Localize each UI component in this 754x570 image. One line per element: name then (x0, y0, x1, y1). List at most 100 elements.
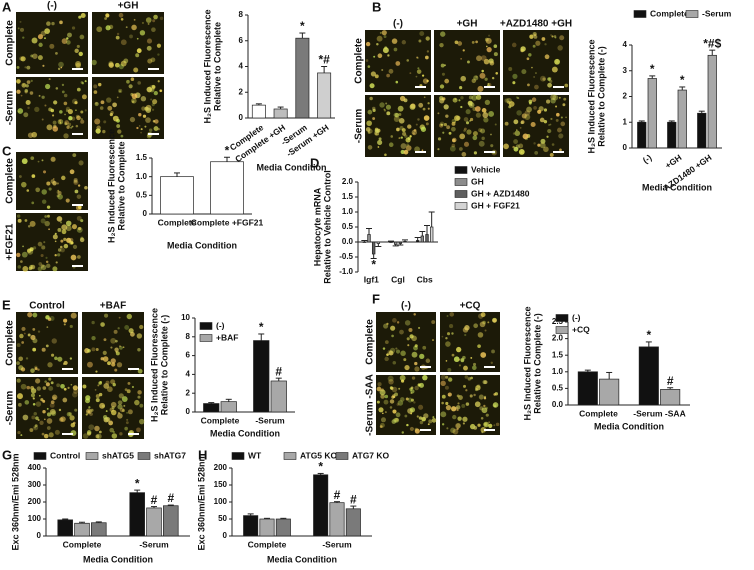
cell-signal (95, 348, 99, 352)
cell-signal (454, 40, 459, 45)
cell-signal (22, 245, 24, 248)
y-axis-label: H₂S Induced Fluorescence (522, 306, 532, 420)
cell-signal (77, 255, 81, 259)
cell-signal (139, 324, 144, 330)
cell-signal (102, 356, 109, 362)
significance-marker: * (225, 143, 230, 157)
bar (429, 226, 434, 243)
cell-signal (479, 321, 486, 328)
cell-signal (469, 117, 474, 122)
cell-signal (47, 214, 50, 218)
cell-signal (69, 415, 75, 421)
cell-signal (400, 136, 403, 139)
bar (398, 241, 403, 244)
cell-signal (106, 386, 113, 393)
row-label: -Serum (5, 91, 16, 126)
cell-signal (512, 73, 518, 79)
cell-signal (384, 394, 389, 399)
cell-signal (450, 427, 456, 434)
cell-signal (44, 28, 50, 34)
column-label: +AZD1480 +GH (500, 19, 572, 30)
cell-signal (557, 45, 563, 51)
cell-signal (485, 37, 492, 44)
cell-signal (46, 124, 53, 131)
legend-label: +BAF (216, 332, 238, 342)
cell-signal (379, 425, 383, 428)
legend-label: GH + FGF21 (471, 200, 520, 210)
x-tick-label: -Serum (255, 415, 285, 425)
y-tick-label: 4 (186, 370, 191, 379)
significance-marker: # (350, 492, 357, 506)
cell-signal (55, 52, 58, 55)
cell-signal (369, 96, 373, 101)
cell-signal (465, 389, 468, 392)
cell-signal (29, 91, 34, 95)
cell-signal (414, 361, 418, 366)
cell-signal (147, 58, 153, 64)
cell-signal (21, 341, 25, 344)
cell-signal (50, 400, 55, 405)
cell-signal (410, 412, 413, 415)
bar (420, 235, 425, 243)
x-tick-label: -Serum -SAA (633, 408, 685, 418)
cell-signal (59, 245, 63, 249)
row-label: -Serum -SAA (365, 374, 376, 436)
cell-signal (472, 365, 477, 371)
cell-signal (547, 77, 551, 81)
cell-signal (565, 116, 567, 119)
cell-signal (457, 41, 463, 46)
cell-signal (152, 19, 156, 23)
cell-signal (151, 84, 156, 89)
legend-swatch (454, 190, 468, 198)
cell-signal (508, 67, 513, 72)
cell-signal (372, 108, 376, 112)
cell-signal (80, 81, 84, 84)
cell-signal (95, 370, 98, 373)
cell-signal (422, 107, 426, 111)
legend-swatch (555, 326, 569, 334)
cell-signal (403, 149, 409, 155)
cell-signal (87, 348, 91, 353)
y-tick-label: 2.0 (552, 334, 564, 343)
cell-signal (133, 18, 136, 21)
cell-signal (409, 135, 412, 138)
cell-signal (22, 83, 25, 86)
cell-signal (388, 379, 394, 385)
significance-marker: * (646, 328, 651, 342)
cell-signal (447, 392, 452, 397)
cell-signal (406, 423, 409, 427)
cell-signal (390, 387, 393, 390)
panel-letter: A (2, 0, 12, 14)
cell-signal (85, 408, 92, 415)
cell-signal (131, 24, 137, 31)
cell-signal (70, 383, 73, 386)
legend-swatch (137, 452, 151, 460)
micrograph (434, 95, 500, 157)
cell-signal (401, 431, 405, 434)
cell-signal (495, 71, 499, 75)
cell-signal (534, 151, 539, 155)
cell-signal (38, 94, 41, 97)
cell-signal (535, 72, 537, 74)
cell-signal (88, 406, 91, 409)
cell-signal (518, 143, 524, 149)
x-tick-label: Cgl (391, 274, 405, 284)
cell-signal (521, 69, 527, 75)
cell-signal (386, 73, 390, 78)
cell-signal (56, 383, 61, 388)
cell-signal (65, 225, 72, 232)
bar (637, 121, 647, 149)
cell-signal (120, 17, 124, 21)
cell-signal (452, 137, 457, 143)
cell-signal (407, 344, 410, 347)
cell-signal (477, 332, 484, 338)
cell-signal (48, 377, 52, 381)
bar (273, 108, 288, 119)
cell-signal (153, 91, 158, 96)
cell-signal (60, 247, 65, 253)
panel-letter: C (2, 143, 12, 158)
cell-signal (490, 144, 494, 148)
cell-signal (440, 380, 446, 387)
cell-signal (80, 119, 85, 124)
cell-signal (41, 189, 47, 195)
